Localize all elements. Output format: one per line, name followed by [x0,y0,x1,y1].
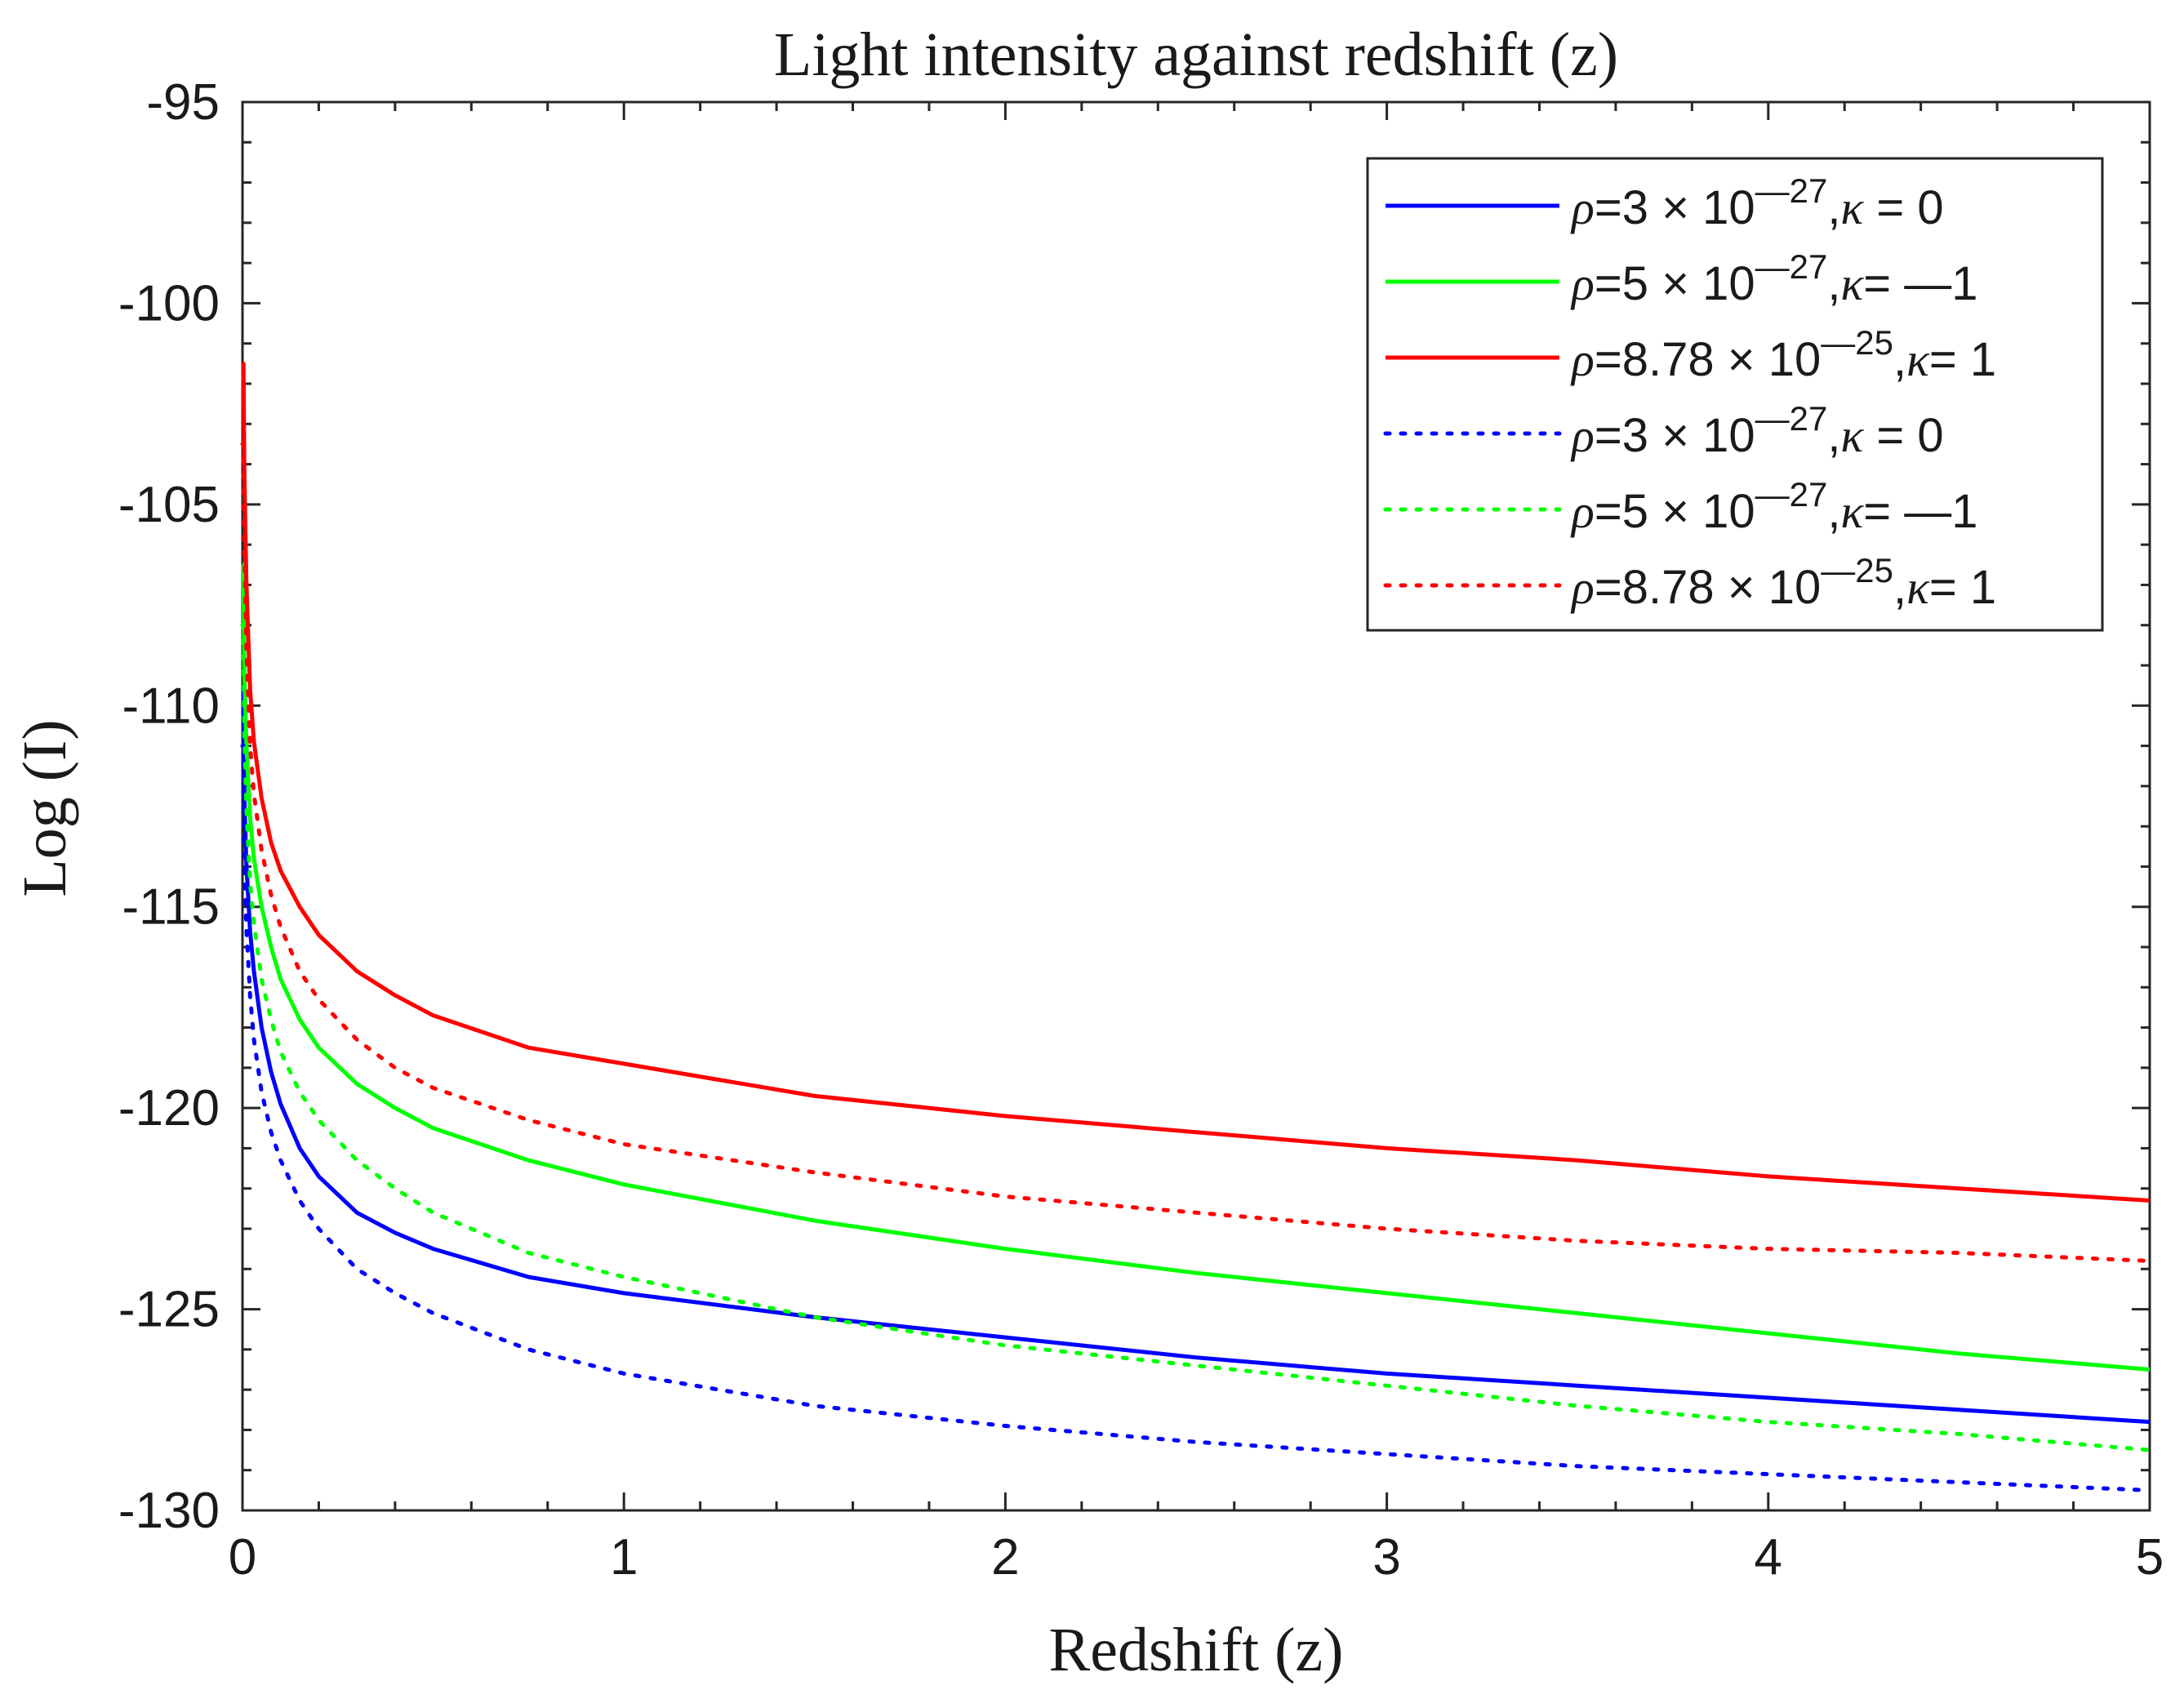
chart-title: Light intensity against redshift (z) [774,20,1618,89]
legend-label-part: κ [1906,561,1930,614]
y-tick-label: -105 [118,477,220,533]
legend-label-part: κ [1840,181,1864,234]
legend-label-part: =5 × 10 [1595,485,1755,538]
legend-label: ρ=3 × 10—27,κ = 0 [1570,399,1944,462]
y-tick-label: -115 [122,879,220,936]
legend-label: ρ=8.78 × 10—25,κ= 1 [1570,323,1996,386]
legend-label-part: —25 [1821,323,1893,362]
x-tick-label: 4 [1755,1529,1782,1586]
y-tick-label: -110 [122,678,220,734]
legend-label-part: κ [1840,257,1864,310]
y-tick-label: -100 [118,275,220,331]
legend-label-part: —27 [1755,171,1828,210]
legend-label: ρ=5 × 10—27,κ= —1 [1570,247,1978,310]
legend-label-part: = 1 [1929,561,1996,614]
x-tick-label: 5 [2136,1529,2164,1586]
legend-label-part: =3 × 10 [1595,409,1755,462]
legend-label-part: κ [1906,333,1930,386]
legend-label-part: =8.78 × 10 [1595,333,1821,386]
legend-label-part: ρ [1570,561,1595,614]
legend-label: ρ=5 × 10—27,κ= —1 [1570,475,1978,538]
legend-label-part: —27 [1755,475,1828,514]
legend-label-part: ρ [1570,409,1595,462]
legend-label-part: = 1 [1929,333,1996,386]
series-line-dotted-blue [240,744,2152,1492]
legend-label-part: , [1893,333,1906,386]
x-axis-label: Redshift (z) [1049,1616,1344,1684]
legend-label-part: =5 × 10 [1595,257,1755,310]
x-tick-label: 3 [1372,1529,1400,1586]
legend-label-part: = 0 [1863,181,1943,234]
series-line-dotted-green [240,623,2152,1452]
plot-area: 0 1 2 3 4 5 -95 -100 -105 -110 -115 -120 -125 -130 [118,74,2164,1586]
legend-box [1366,157,2104,632]
legend-label-part: =8.78 × 10 [1595,561,1821,614]
legend-label-part: = —1 [1863,257,1977,310]
legend-label-part: ρ [1570,333,1595,386]
legend: ρ=3 × 10—27,κ = 0ρ=5 × 10—27,κ= —1ρ=8.78… [1366,157,2104,632]
y-tick-label: -130 [118,1483,220,1539]
series-line-solid-red [241,361,2151,1203]
y-tick-label: -95 [146,74,220,131]
y-tick-label: -125 [118,1282,220,1338]
x-tick-label: 1 [610,1529,638,1586]
legend-label-part: = —1 [1863,485,1977,538]
legend-label-part: κ [1840,409,1864,462]
legend-label-part: —25 [1821,551,1893,589]
legend-label-part: ρ [1570,485,1595,538]
x-tick-label: 2 [991,1529,1019,1586]
series-line-solid-blue [241,683,2151,1425]
legend-label-part: —27 [1755,247,1828,286]
legend-label-part: , [1827,485,1840,538]
x-tick-label: 0 [229,1529,256,1586]
legend-label-part: , [1827,181,1840,234]
legend-label-part: ρ [1570,257,1595,310]
series-line-solid-green [241,563,2151,1372]
legend-label-part: = 0 [1863,409,1943,462]
y-tick-label: -120 [118,1080,220,1136]
y-axis-label: Log (I) [11,719,79,896]
legend-label-part: , [1827,409,1840,462]
legend-label-part: κ [1840,485,1864,538]
legend-label-part: =3 × 10 [1595,181,1755,234]
legend-label-part: ρ [1570,181,1595,234]
legend-label: ρ=3 × 10—27,κ = 0 [1570,171,1944,234]
legend-label-part: —27 [1755,399,1828,438]
legend-label: ρ=8.78 × 10—25,κ= 1 [1570,551,1996,614]
legend-label-part: , [1893,561,1906,614]
legend-label-part: , [1827,257,1840,310]
